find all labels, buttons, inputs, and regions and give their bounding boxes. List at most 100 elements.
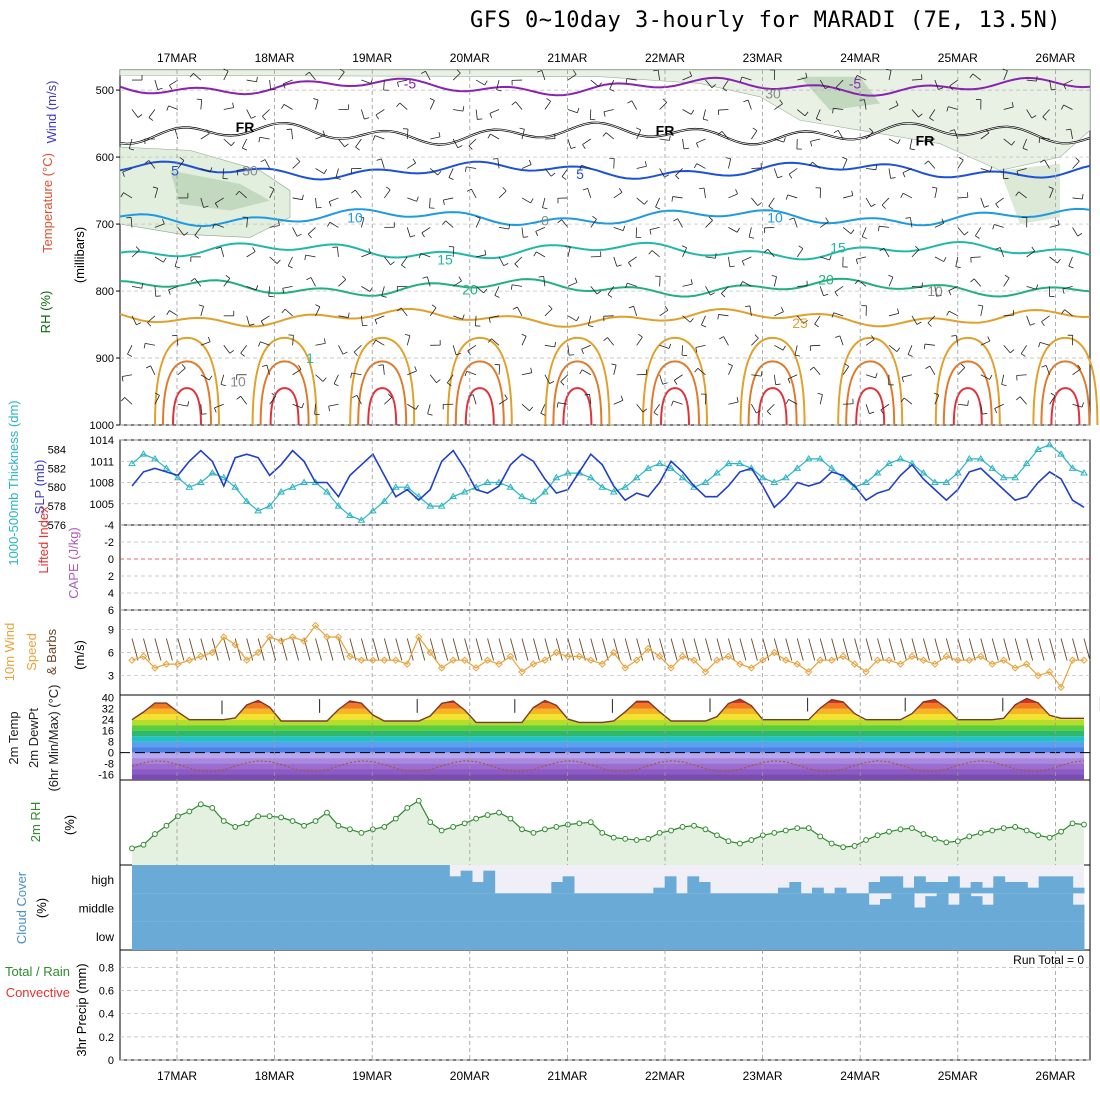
wind-barb-staff xyxy=(788,399,798,405)
cloud-cell-middle xyxy=(732,893,745,922)
wind-barb-staff xyxy=(452,138,459,149)
wind-barb-staff xyxy=(705,286,711,296)
wind-barb-staff xyxy=(728,227,738,233)
wind-barb-flag xyxy=(163,257,167,263)
rh-point xyxy=(874,832,881,839)
wind-barb-staff xyxy=(220,374,225,385)
wind-barb xyxy=(315,638,322,661)
wind-barb-staff xyxy=(194,278,202,287)
cloud-cell-low xyxy=(891,921,904,950)
wind-barb xyxy=(670,638,678,661)
wind-barb-flag xyxy=(508,223,511,230)
wind-barb-staff xyxy=(1041,315,1050,323)
wind-barb-staff xyxy=(774,103,783,110)
wind-barb-staff xyxy=(521,129,525,140)
wind-barb-flag xyxy=(655,206,661,210)
wind-barb-staff xyxy=(834,286,844,293)
wind-barb-staff xyxy=(429,197,431,208)
wind-barb xyxy=(280,638,288,661)
wind-barb-staff xyxy=(929,365,936,375)
wind-barb-flag xyxy=(372,339,377,345)
wind-barb-staff xyxy=(374,315,385,320)
cloud-cell-high xyxy=(880,876,892,894)
cloud-cell-high xyxy=(268,865,280,894)
pressure-tick-label: 900 xyxy=(96,353,114,365)
rh-point xyxy=(392,815,399,822)
cloud-cell-high xyxy=(211,865,224,894)
cloud-cell-high xyxy=(789,882,802,894)
wind-barb-flag xyxy=(258,341,261,347)
label-rh-units: (%) xyxy=(62,815,77,835)
rh-point xyxy=(174,813,181,820)
wind-barb-flag xyxy=(909,148,915,151)
cloud-cell-high xyxy=(1050,876,1062,894)
wind-barb xyxy=(498,638,506,661)
wind-barb-flag xyxy=(230,141,235,146)
wind-barb xyxy=(636,638,644,661)
wind-barb-flag xyxy=(355,146,360,151)
thickness-point xyxy=(1057,450,1065,457)
wind-barb-flag xyxy=(162,219,165,224)
wind-barb-staff xyxy=(215,197,224,204)
cloud-cell-high xyxy=(925,882,938,894)
wind-barb-flag xyxy=(1016,396,1021,401)
wind-barb-flag xyxy=(994,408,998,414)
wind-barb-staff xyxy=(672,196,683,199)
cloud-cell-high xyxy=(1061,876,1074,894)
wind-barb-flag xyxy=(415,404,419,410)
thickness-point xyxy=(758,473,767,481)
rh-area xyxy=(132,800,1084,865)
warm-contour xyxy=(349,336,416,426)
contour-label: 25 xyxy=(792,315,808,331)
wind-barb xyxy=(269,638,277,661)
wind-barb xyxy=(338,638,345,661)
wind-barb-staff xyxy=(702,109,706,120)
cloud-cell-high xyxy=(664,876,677,894)
wind-barb-flag xyxy=(270,89,276,91)
wind-barb-flag xyxy=(975,235,980,239)
cloud-cell-low xyxy=(755,921,768,950)
cloud-cell-low xyxy=(358,921,371,950)
wind-barb-flag xyxy=(1075,157,1080,162)
wind-barb-staff xyxy=(636,336,643,346)
wind-barb-staff xyxy=(315,374,324,382)
wind-barb-staff xyxy=(819,221,829,228)
wind-barb-staff xyxy=(705,220,713,228)
cloud-cell-middle xyxy=(880,899,892,922)
thickness-point xyxy=(288,483,297,490)
wind-barb-staff xyxy=(902,192,913,199)
rh-shade-core xyxy=(170,170,270,211)
wind-barb-staff xyxy=(865,374,876,379)
wind-barb-staff xyxy=(259,136,270,140)
wind-speed-point xyxy=(277,637,285,645)
cloud-cell-middle xyxy=(823,893,836,922)
wind-speed-point xyxy=(575,652,584,661)
rh-point xyxy=(438,827,445,834)
wind-barb xyxy=(900,638,907,661)
wind-barb-staff xyxy=(1044,159,1050,169)
wind-barb-staff xyxy=(260,341,270,346)
cloud-cell-high xyxy=(279,865,292,894)
cloud-cell-middle xyxy=(200,893,212,922)
temp-tick-label: 32 xyxy=(102,704,114,716)
cloud-cell-middle xyxy=(154,893,167,922)
wind-speed-point xyxy=(300,637,308,645)
wind-barb-flag xyxy=(628,262,632,267)
wind-barb-staff xyxy=(122,374,133,377)
wind-barb-flag xyxy=(832,108,834,114)
wind-barb-flag xyxy=(607,294,613,298)
wind-barb-staff xyxy=(360,315,363,326)
cloud-cell-high xyxy=(200,865,212,894)
cloud-cell-low xyxy=(982,921,994,950)
wind-barb-flag xyxy=(951,335,957,337)
warm-contour xyxy=(1040,360,1091,426)
wind-barb-flag xyxy=(148,117,154,121)
wind-speed-point xyxy=(805,668,813,676)
cloud-cell-high xyxy=(1016,882,1028,894)
cloud-cell-middle xyxy=(948,904,960,922)
wind-barb-flag xyxy=(805,72,808,78)
wind-barb-staff xyxy=(241,138,248,149)
wind-barb-staff xyxy=(147,315,156,323)
wind-barb xyxy=(613,638,621,661)
wind-barb-staff xyxy=(819,79,826,89)
